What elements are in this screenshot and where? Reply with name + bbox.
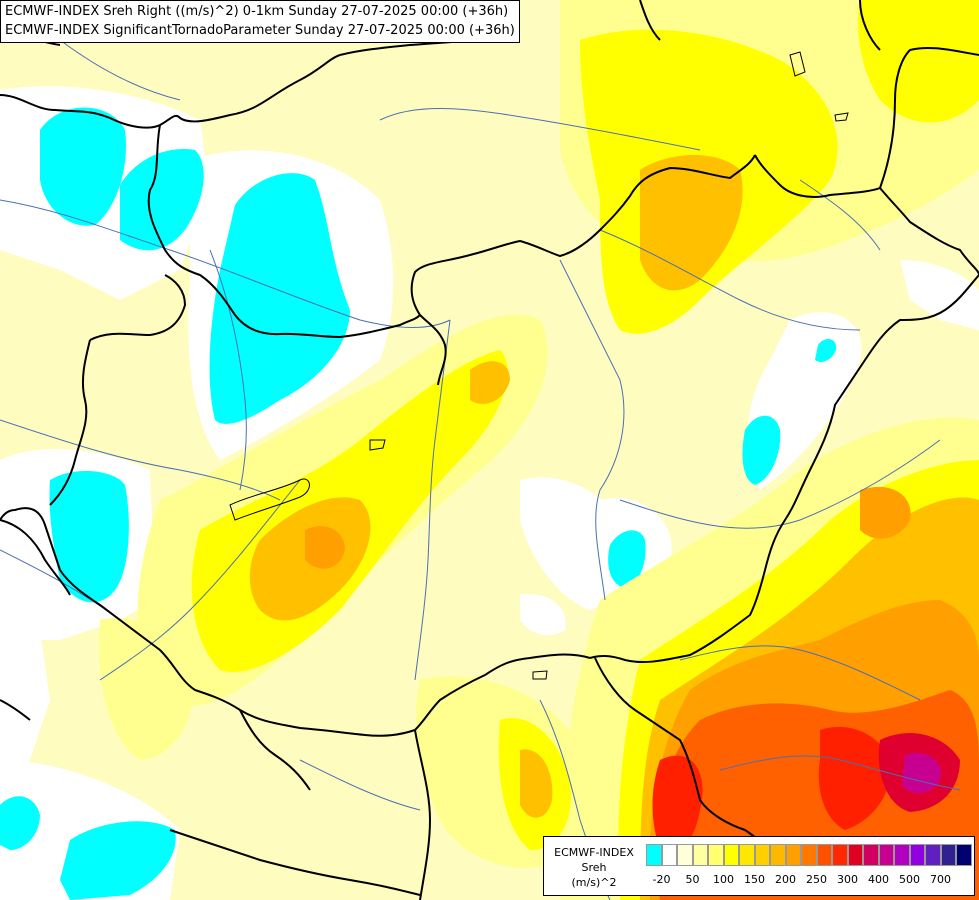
title-line-2: ECMWF-INDEX SignificantTornadoParameter … — [5, 23, 515, 38]
legend-swatch — [739, 844, 755, 866]
legend-swatch — [801, 844, 817, 866]
legend-tick-label: 400 — [868, 873, 889, 886]
legend-swatch — [785, 844, 801, 866]
legend-label: ECMWF-INDEX Sreh (m/s)^2 — [548, 845, 640, 890]
legend-variable: Sreh — [581, 861, 607, 874]
legend-tick-label: -20 — [652, 873, 671, 886]
legend-swatch — [863, 844, 879, 866]
legend-swatch — [925, 844, 941, 866]
legend-swatch — [832, 844, 848, 866]
legend-tick-label: 250 — [806, 873, 827, 886]
legend-tick-label: 200 — [775, 873, 796, 886]
legend-swatch — [677, 844, 693, 866]
legend-ticks: -20 50 100 150 200 250 300 400 500 700 — [646, 873, 972, 889]
legend-swatch — [816, 844, 832, 866]
legend-swatch — [754, 844, 770, 866]
legend-swatch — [723, 844, 739, 866]
legend-swatch — [894, 844, 910, 866]
lakes — [229, 51, 849, 680]
legend-source: ECMWF-INDEX — [554, 846, 634, 859]
legend-unit: (m/s)^2 — [571, 876, 617, 889]
legend-swatch — [708, 844, 724, 866]
legend-swatch — [692, 844, 708, 866]
legend-swatch — [661, 844, 677, 866]
legend-swatch — [940, 844, 956, 866]
title-line-1: ECMWF-INDEX Sreh Right ((m/s)^2) 0-1km S… — [5, 4, 509, 19]
legend-tick-label: 300 — [837, 873, 858, 886]
legend-swatch — [909, 844, 925, 866]
legend-swatch — [878, 844, 894, 866]
legend-swatch — [847, 844, 863, 866]
legend-tick-label: 700 — [930, 873, 951, 886]
cyan-areas — [0, 107, 837, 900]
rivers — [0, 39, 961, 900]
legend-swatch — [646, 844, 662, 866]
legend-tick-label: 150 — [744, 873, 765, 886]
map-title-box: ECMWF-INDEX Sreh Right ((m/s)^2) 0-1km S… — [0, 0, 520, 43]
color-legend: ECMWF-INDEX Sreh (m/s)^2 -20 50 100 150 200 2… — [543, 836, 975, 896]
legend-tick-label: 50 — [685, 873, 700, 886]
legend-tick-label: 500 — [899, 873, 920, 886]
legend-swatch — [770, 844, 786, 866]
legend-tick-label: 100 — [713, 873, 734, 886]
legend-swatch — [956, 844, 972, 866]
legend-swatches — [646, 844, 972, 866]
